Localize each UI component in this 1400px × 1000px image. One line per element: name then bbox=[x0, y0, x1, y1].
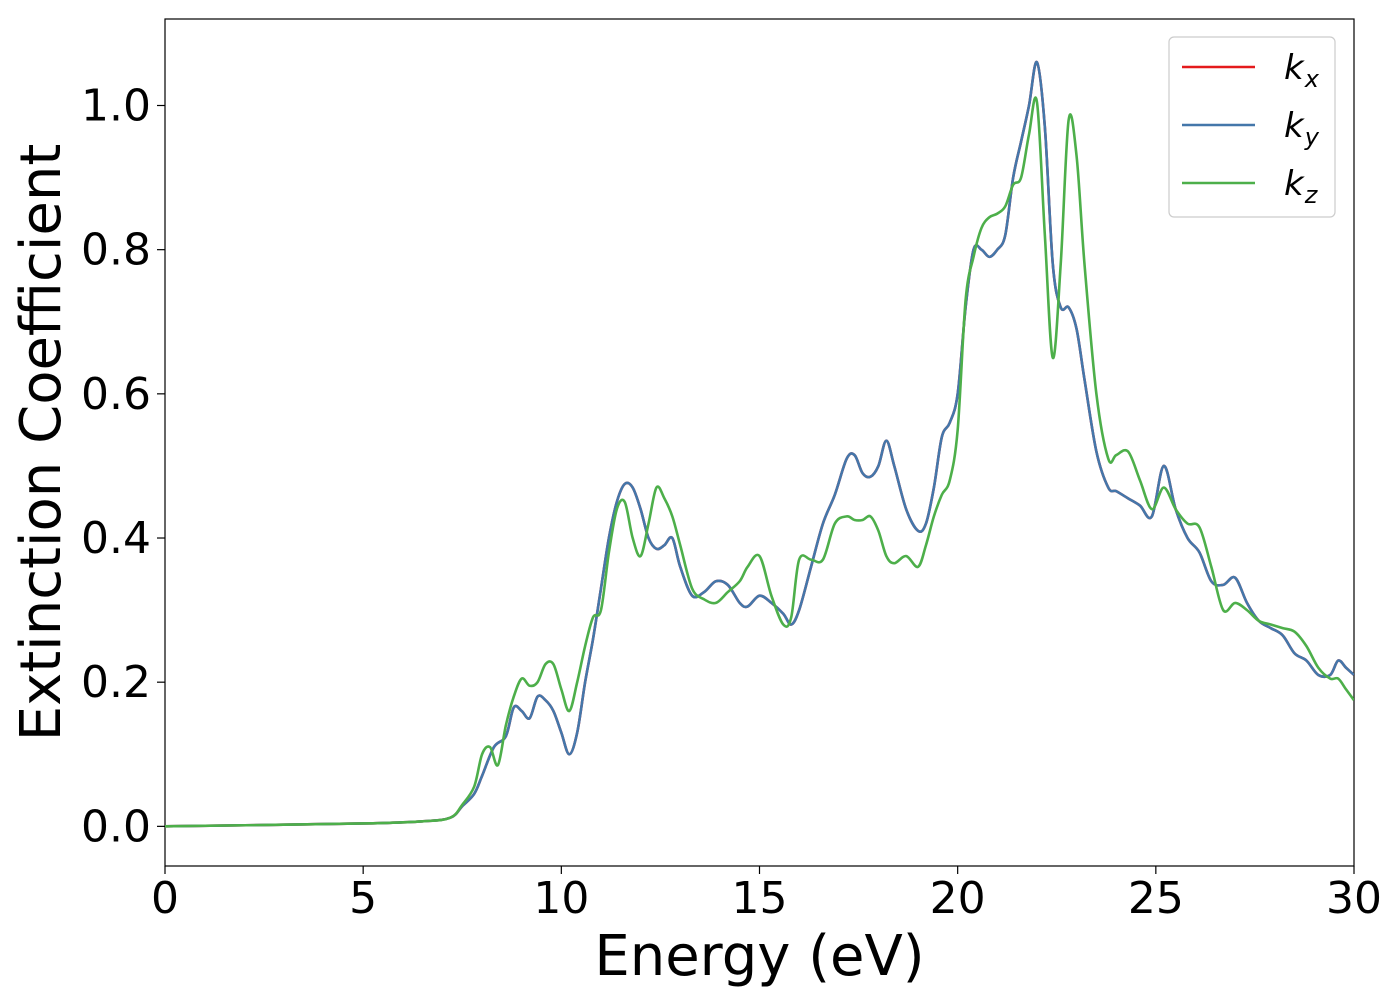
x-tick-label: 0 bbox=[151, 873, 179, 924]
x-tick-label: 10 bbox=[533, 873, 589, 924]
plot-frame bbox=[164, 18, 1355, 867]
y-tick-label: 0.0 bbox=[81, 801, 151, 852]
x-tick-label: 20 bbox=[930, 873, 986, 924]
plot-area bbox=[164, 18, 1355, 867]
y-axis-title: Extinction Coefficient bbox=[9, 144, 74, 742]
y-tick-label: 0.2 bbox=[81, 657, 151, 708]
legend-box bbox=[1168, 36, 1336, 218]
y-tick-label: 0.8 bbox=[81, 225, 151, 276]
series-layer bbox=[165, 60, 1354, 828]
legend-label-ky: ky bbox=[1284, 106, 1320, 151]
legend-label-kz: kz bbox=[1284, 164, 1319, 209]
x-axis-ticks: 0 5 10 15 20 25 30 bbox=[151, 866, 1382, 924]
y-tick-label: 0.4 bbox=[81, 513, 151, 564]
x-tick-label: 30 bbox=[1326, 873, 1382, 924]
x-tick-label: 15 bbox=[732, 873, 788, 924]
series-line-ky bbox=[165, 60, 1354, 828]
y-tick-label: 0.6 bbox=[81, 369, 151, 420]
series-line-kz bbox=[165, 96, 1354, 828]
y-tick-label: 1.0 bbox=[81, 81, 151, 132]
legend: kx ky kz bbox=[1168, 36, 1336, 218]
x-axis-title: Energy (eV) bbox=[594, 924, 924, 989]
x-tick-label: 5 bbox=[349, 873, 377, 924]
y-axis-ticks: 0.0 0.2 0.4 0.6 0.8 1.0 bbox=[81, 81, 165, 852]
x-tick-label: 25 bbox=[1128, 873, 1184, 924]
legend-label-kx: kx bbox=[1284, 48, 1320, 93]
